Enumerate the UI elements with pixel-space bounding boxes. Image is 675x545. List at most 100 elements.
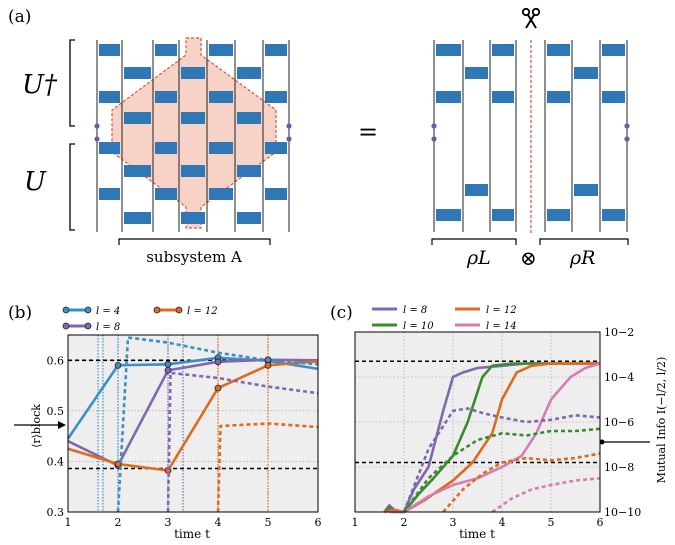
rho-r-bracket (539, 238, 629, 245)
legend-l14: l = 14 (486, 321, 517, 332)
legend-l10: l = 10 (403, 321, 434, 332)
legend-marker (84, 322, 92, 330)
legend-marker (153, 306, 161, 314)
series-line (491, 477, 601, 514)
gate (602, 91, 625, 103)
gate (492, 44, 514, 56)
gate (547, 209, 570, 221)
otimes-symbol: ⊗ (520, 246, 537, 270)
plot-frame (354, 331, 601, 513)
x-tick-label: 5 (265, 516, 272, 529)
legend-marker (62, 322, 70, 330)
x-tick-label: 5 (548, 516, 555, 529)
left-dot (94, 136, 100, 142)
y-tick-label: 0.5 (47, 405, 65, 418)
y-tick-label: 10−8 (604, 461, 634, 474)
gate (436, 209, 461, 221)
gate (547, 91, 570, 103)
gate (124, 165, 151, 177)
legend-l4: l = 4 (96, 306, 120, 317)
x-tick-label: 1 (352, 516, 359, 529)
legend-marker (62, 306, 70, 314)
gate (209, 44, 233, 56)
subsystem-bracket (118, 238, 271, 245)
series-line (67, 360, 319, 472)
xlabel-c: time t (459, 527, 495, 541)
panel-b-label: (b) (8, 303, 32, 323)
y-tick-label: 0.4 (47, 455, 65, 468)
gate (155, 91, 177, 103)
gate (124, 212, 151, 224)
data-point (214, 384, 222, 392)
legend-b: l = 4 l = 12 l = 8 (62, 306, 218, 333)
legend-marker (175, 306, 183, 314)
data-point (264, 361, 272, 369)
y-tick-label: 0.6 (47, 354, 65, 367)
x-tick-label: 6 (315, 516, 322, 529)
gate (265, 188, 287, 200)
gate (237, 112, 261, 124)
gate (124, 67, 151, 79)
ylabel-b: ⟨r⟩block (30, 404, 43, 448)
y-tick-label: 0.3 (47, 506, 65, 519)
u-dagger-bracket (69, 39, 75, 127)
series-line (216, 422, 319, 513)
arrow-dot-c (599, 439, 605, 445)
x-tick-label: 3 (450, 516, 457, 529)
gate (492, 91, 514, 103)
gate (99, 188, 120, 200)
equals-sign: = (358, 118, 378, 146)
legend-l8: l = 8 (96, 322, 120, 333)
scissors-icon (521, 7, 541, 29)
gate (237, 165, 261, 177)
y-tick-label: 10−2 (604, 326, 634, 339)
gate (265, 142, 287, 154)
gate (181, 165, 205, 177)
legend-l8: l = 8 (403, 305, 427, 316)
series-line (166, 371, 319, 513)
legend-c: l = 8 l = 12 l = 10 l = 14 (372, 305, 517, 332)
u-bracket (69, 143, 75, 231)
gate (465, 184, 488, 196)
y-tick-label: 10−4 (604, 371, 634, 384)
series-line (402, 407, 601, 513)
panel-c-label: (c) (330, 303, 353, 323)
gate (99, 44, 120, 56)
x-tick-label: 6 (597, 516, 604, 529)
x-tick-label: 1 (65, 516, 72, 529)
x-tick-label: 2 (401, 516, 408, 529)
gate (155, 142, 177, 154)
gate (265, 91, 287, 103)
series-line (442, 452, 601, 513)
x-tick-label: 4 (215, 516, 222, 529)
light-cone (111, 37, 277, 229)
rho-l-label: ρL (466, 247, 491, 269)
left-dot (94, 123, 100, 129)
data-point (164, 360, 172, 368)
right-dot (286, 123, 292, 129)
subsystem-label: subsystem A (146, 248, 242, 266)
gate (99, 91, 120, 103)
gate (574, 184, 598, 196)
gate (492, 209, 514, 221)
rho-r-label: ρR (569, 247, 595, 269)
data-point (164, 366, 172, 374)
legend-l12: l = 12 (187, 306, 218, 317)
rho-dot (431, 123, 437, 129)
y-tick-label: 10−6 (604, 416, 634, 429)
gate (155, 188, 177, 200)
gate (547, 44, 570, 56)
x-tick-label: 2 (115, 516, 122, 529)
plot-frame (67, 334, 319, 513)
gate (574, 67, 598, 79)
right-dot (286, 136, 292, 142)
gate (181, 112, 205, 124)
legend-l12: l = 12 (486, 305, 517, 316)
u-label: U (24, 167, 47, 197)
ylabel-c: Mutual Info I(−l/2, l/2) (655, 357, 668, 484)
gate (265, 44, 287, 56)
rho-l-bracket (431, 238, 517, 245)
series-line (402, 427, 601, 513)
x-tick-label: 4 (499, 516, 506, 529)
